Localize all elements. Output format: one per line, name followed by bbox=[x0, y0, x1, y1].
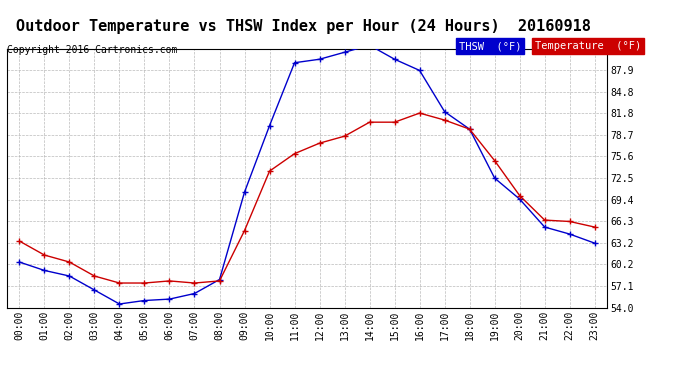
Text: THSW  (°F): THSW (°F) bbox=[459, 41, 522, 51]
Text: Copyright 2016 Cartronics.com: Copyright 2016 Cartronics.com bbox=[7, 45, 177, 55]
Text: Outdoor Temperature vs THSW Index per Hour (24 Hours)  20160918: Outdoor Temperature vs THSW Index per Ho… bbox=[16, 19, 591, 34]
Text: Temperature  (°F): Temperature (°F) bbox=[535, 41, 641, 51]
